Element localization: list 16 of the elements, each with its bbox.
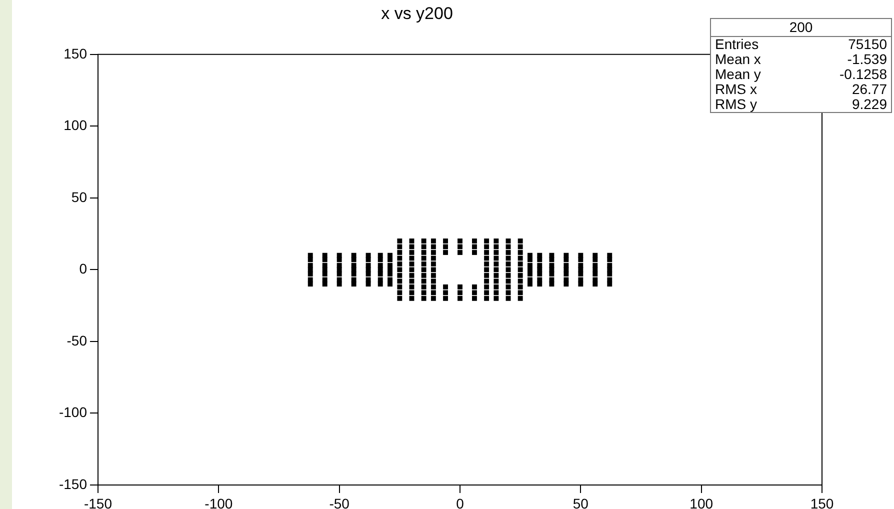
x-tick-label: 150 (810, 495, 834, 509)
x-tick-label: -150 (84, 495, 112, 509)
x-tick-label: 50 (572, 495, 589, 509)
chart-title: x vs y200 (381, 4, 453, 23)
y-tick-label: -150 (58, 476, 88, 492)
x-tick-label: 0 (456, 495, 464, 509)
y-tick-label: 100 (64, 117, 88, 134)
x-tick-label: -100 (204, 495, 233, 509)
x-tick-label: -50 (329, 495, 350, 509)
y-tick-label: -50 (66, 332, 88, 348)
y-tick-label: -100 (58, 404, 88, 420)
y-tick-label: 0 (79, 260, 88, 277)
x-tick-label: 100 (690, 495, 714, 509)
stats-box: 200 Entries 75150 Mean x -1.539 Mean y -0.1258 RMS x 26.77 RMS y 9.229 (710, 18, 892, 113)
y-tick-label: 50 (71, 188, 88, 205)
y-tick-label: 150 (64, 45, 88, 62)
